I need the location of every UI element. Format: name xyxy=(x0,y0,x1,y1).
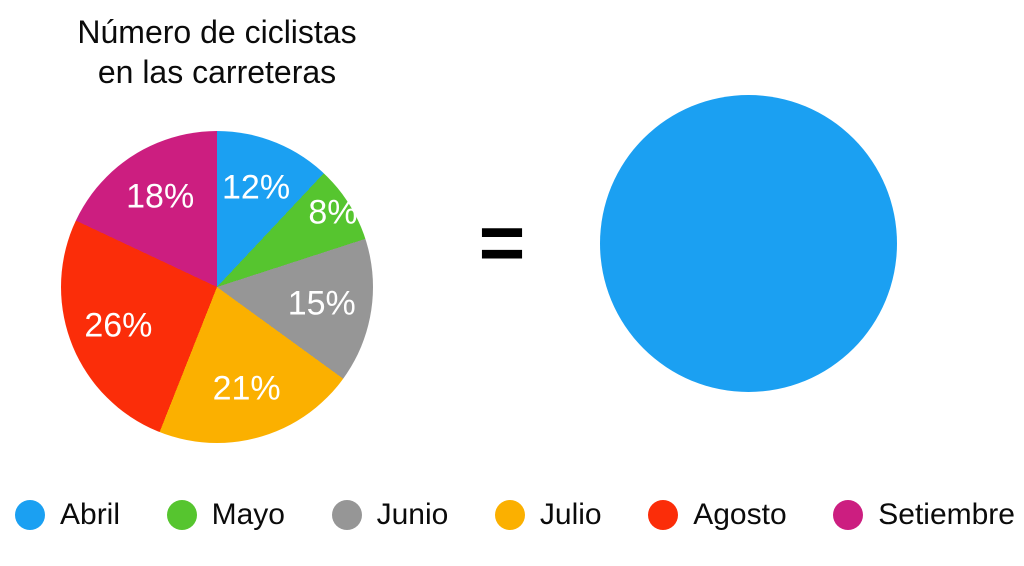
legend-dot-mayo-icon xyxy=(166,500,197,530)
legend-item-julio: Julio xyxy=(494,498,602,532)
legend-dot-junio-icon xyxy=(331,500,362,530)
legend-item-mayo: Mayo xyxy=(166,498,285,532)
legend: Abril Mayo Junio Julio Agosto Setiembre xyxy=(15,496,1015,534)
legend-item-agosto: Agosto xyxy=(648,498,787,532)
legend-item-setiembre: Setiembre xyxy=(833,498,1015,532)
chart-title-line1: Número de ciclistas xyxy=(77,14,357,50)
pie-slice-label: 21% xyxy=(212,369,281,408)
legend-label-mayo: Mayo xyxy=(211,498,285,531)
pie-slice-label: 15% xyxy=(287,284,356,323)
pie-slice-label: 26% xyxy=(84,306,153,345)
legend-dot-julio-icon xyxy=(494,500,525,530)
legend-item-junio: Junio xyxy=(331,498,449,532)
legend-label-setiembre: Setiembre xyxy=(878,498,1015,531)
pie-slice-label: 12% xyxy=(222,168,291,207)
equals-sign: = xyxy=(478,198,526,287)
pie-chart: 12% 8% 15% 21% 26% 18% xyxy=(61,131,373,443)
legend-label-agosto: Agosto xyxy=(693,498,787,531)
pie-slice-label: 8% xyxy=(308,193,358,232)
legend-dot-setiembre-icon xyxy=(833,500,864,530)
whole-circle xyxy=(600,95,897,392)
legend-label-abril: Abril xyxy=(60,498,121,531)
legend-dot-abril-icon xyxy=(15,500,45,530)
legend-item-abril: Abril xyxy=(15,498,120,532)
chart-title-line2: en las carreteras xyxy=(97,54,337,90)
pie-slice-label: 18% xyxy=(126,177,195,216)
legend-label-julio: Julio xyxy=(539,498,602,531)
chart-title: Número de ciclistas en las carreteras xyxy=(27,12,407,92)
legend-label-junio: Junio xyxy=(376,498,449,531)
legend-dot-agosto-icon xyxy=(648,500,679,530)
